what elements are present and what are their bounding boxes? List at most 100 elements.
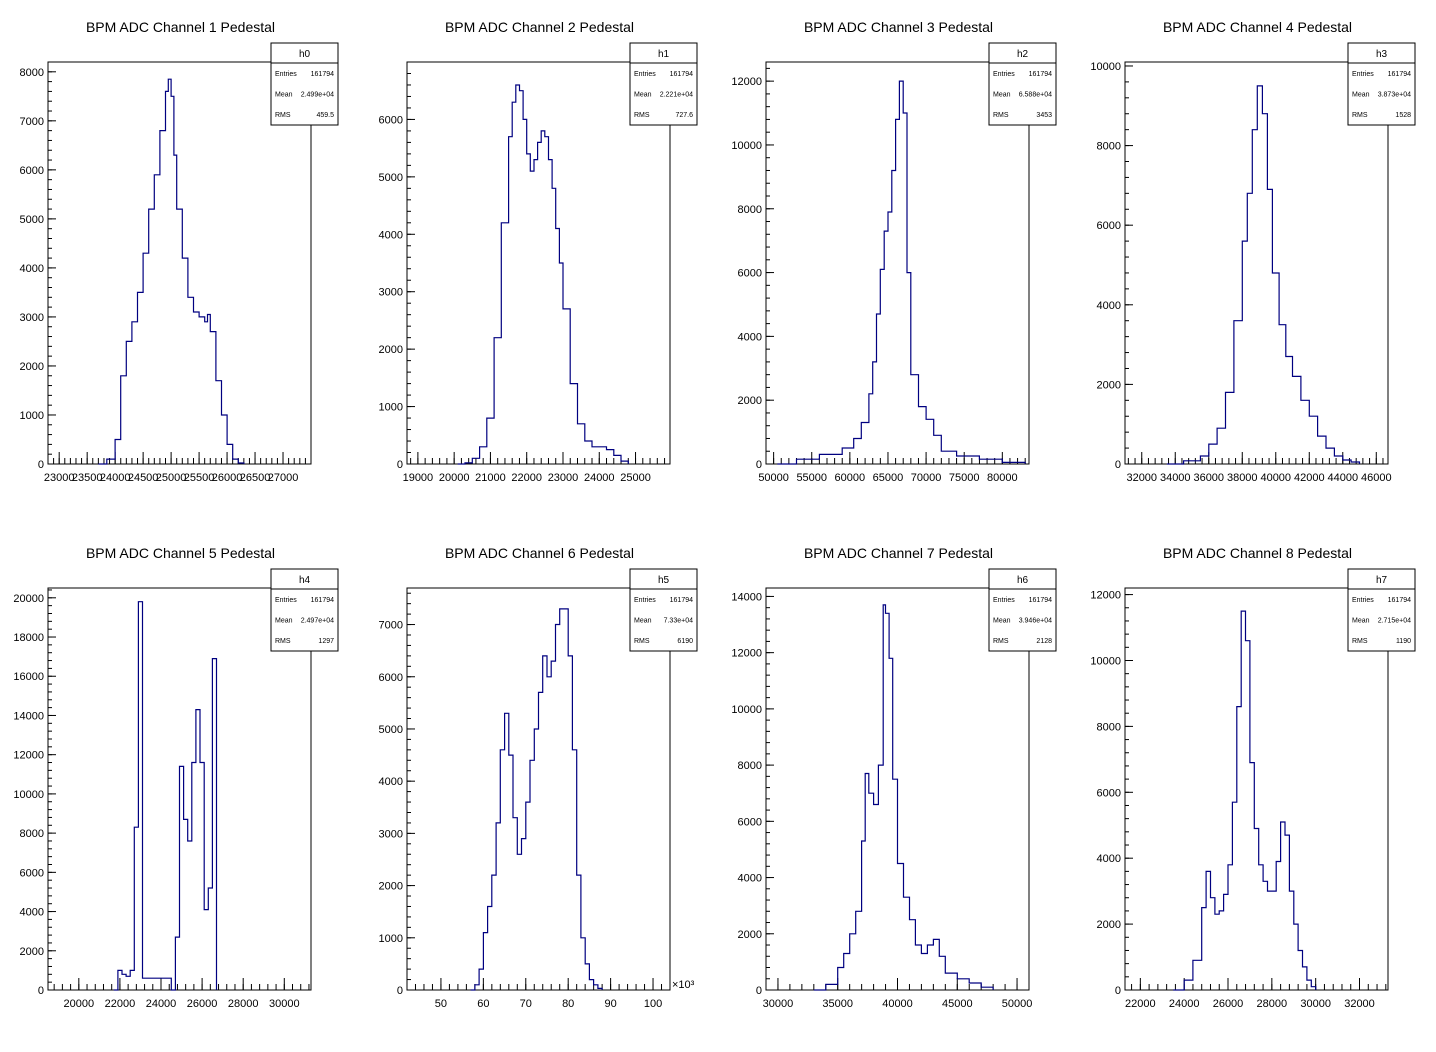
x-tick-label: 30000 [1300,998,1331,1010]
y-tick-label: 8000 [20,67,44,79]
x-tick-label: 65000 [873,472,904,484]
x-tick-label: 24000 [146,998,177,1010]
y-tick-label: 10000 [731,704,762,716]
y-tick-label: 2000 [738,929,762,941]
stats-name: h6 [1017,575,1029,586]
x-tick-label: 50000 [758,472,789,484]
x-exponent-label: ×10³ [672,979,695,991]
y-tick-label: 12000 [13,750,44,762]
x-tick-label: 24000 [1169,998,1200,1010]
x-tick-label: 50000 [1002,998,1033,1010]
pad-3: BPM ADC Channel 3 Pedestal 50000 55000 6000… [731,19,1057,484]
stats-label: RMS [634,112,650,119]
stats-value: 2.221e+04 [660,92,693,99]
stats-value: 3.873e+04 [1378,92,1411,99]
y-tick-label: 8000 [1097,721,1121,733]
y-tick-label: 4000 [738,331,762,343]
y-tick-label: 0 [1115,985,1121,997]
plot-frame [406,587,671,991]
y-tick-label: 0 [397,459,403,471]
x-tick-label: 70000 [911,472,942,484]
y-tick-label: 2000 [20,946,44,958]
plot-frame [47,61,312,465]
x-tick-label: 90 [604,998,616,1010]
x-tick-label: 26000 [187,998,218,1010]
x-tick-label: 46000 [1361,472,1392,484]
stats-value: 1528 [1395,112,1411,119]
y-tick-label: 12000 [731,648,762,660]
x-tick-label: 21000 [475,472,506,484]
y-tick-label: 6000 [20,165,44,177]
y-tick-label: 6000 [379,114,403,126]
y-tick-label: 10000 [731,140,762,152]
y-tick-label: 2000 [1097,919,1121,931]
y-tick-label: 4000 [20,263,44,275]
x-tick-label: 36000 [1193,472,1224,484]
y-tick-label: 10000 [1090,655,1121,667]
stats-label: RMS [993,638,1009,645]
y-tick-label: 4000 [20,907,44,919]
stats-box [1347,42,1416,126]
pad-1: BPM ADC Channel 1 Pedestal 23000235002400… [20,19,339,484]
stats-value: 2.715e+04 [1378,618,1411,625]
x-tick-label: 23000 [548,472,579,484]
y-tick-label: 4000 [1097,853,1121,865]
y-tick-label: 4000 [379,229,403,241]
pad-4: BPM ADC Channel 4 Pedestal 32000 34000 3600… [1090,19,1416,484]
y-tick-label: 20000 [13,593,44,605]
x-tick-label: 30000 [269,998,300,1010]
pad-title: BPM ADC Channel 4 Pedestal [1163,19,1352,35]
y-tick-label: 3000 [20,312,44,324]
plot-frame [47,587,312,991]
y-tick-label: 4000 [738,873,762,885]
histogram-series [470,608,603,991]
y-tick-label: 0 [397,985,403,997]
y-tick-label: 2000 [379,344,403,356]
x-tick-label: 26000 [212,472,243,484]
stats-label: Entries [275,71,297,78]
stats-box [270,42,339,126]
x-tick-label: 22000 [1125,998,1156,1010]
stats-name: h2 [1017,49,1029,60]
stats-label: Mean [1352,92,1370,99]
x-tick-label: 26000 [1213,998,1244,1010]
x-tick-label: 34000 [1160,472,1191,484]
y-tick-label: 14000 [13,710,44,722]
stats-value: 6.588e+04 [1019,92,1052,99]
stats-value: 161794 [311,71,334,78]
pad-title: BPM ADC Channel 3 Pedestal [804,19,993,35]
y-tick-label: 8000 [738,760,762,772]
x-tick-label: 28000 [1257,998,1288,1010]
stats-value: 3.946e+04 [1019,618,1052,625]
pad-7: BPM ADC Channel 7 Pedestal 30000 35000 4000… [731,545,1057,1010]
y-tick-label: 8000 [1097,141,1121,153]
stats-value: 7.33e+04 [664,618,693,625]
stats-value: 161794 [670,71,693,78]
y-tick-label: 6000 [738,268,762,280]
x-tick-label: 32000 [1126,472,1157,484]
x-tick-label: 30000 [763,998,794,1010]
y-tick-label: 0 [38,459,44,471]
pad-title: BPM ADC Channel 6 Pedestal [445,545,634,561]
x-tick-label: 60 [477,998,489,1010]
stats-label: Mean [275,92,293,99]
stats-label: Entries [993,597,1015,604]
y-tick-label: 0 [756,459,762,471]
x-tick-label: 40000 [882,998,913,1010]
stats-value: 2128 [1036,638,1052,645]
pad-title: BPM ADC Channel 2 Pedestal [445,19,634,35]
pad-title: BPM ADC Channel 5 Pedestal [86,545,275,561]
plot-frame [1124,587,1389,991]
stats-box [629,568,698,652]
x-tick-label: 45000 [942,998,973,1010]
stats-label: Entries [1352,71,1374,78]
stats-value: 161794 [670,597,693,604]
y-tick-label: 1000 [379,933,403,945]
x-tick-label: 25500 [184,472,215,484]
stats-value: 161794 [1388,597,1411,604]
y-tick-label: 0 [38,985,44,997]
y-tick-label: 2000 [20,361,44,373]
stats-name: h5 [658,575,670,586]
